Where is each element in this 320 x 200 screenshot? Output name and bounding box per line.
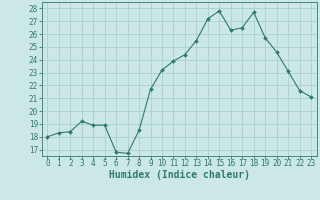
X-axis label: Humidex (Indice chaleur): Humidex (Indice chaleur) — [109, 170, 250, 180]
